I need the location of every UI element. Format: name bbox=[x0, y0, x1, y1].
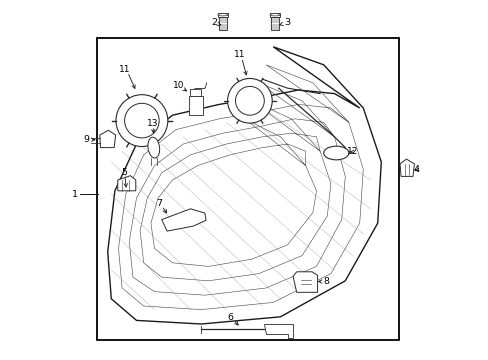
Bar bbox=[190, 89, 201, 96]
Text: 5: 5 bbox=[121, 168, 127, 177]
Text: 8: 8 bbox=[323, 277, 329, 286]
Text: 11: 11 bbox=[119, 65, 130, 74]
Polygon shape bbox=[162, 209, 205, 231]
Bar bbox=[219, 17, 226, 30]
FancyBboxPatch shape bbox=[97, 38, 399, 340]
Text: 3: 3 bbox=[284, 18, 289, 27]
Ellipse shape bbox=[269, 14, 280, 16]
Bar bbox=[217, 13, 227, 17]
Text: 2: 2 bbox=[210, 18, 217, 27]
Bar bbox=[269, 13, 280, 17]
Text: 9: 9 bbox=[83, 135, 89, 144]
Bar bbox=[270, 17, 279, 30]
Circle shape bbox=[124, 103, 159, 138]
Text: 12: 12 bbox=[346, 148, 357, 156]
Circle shape bbox=[116, 95, 167, 147]
Text: 10: 10 bbox=[173, 81, 184, 90]
Circle shape bbox=[235, 86, 264, 115]
Text: 7: 7 bbox=[156, 199, 162, 208]
Ellipse shape bbox=[323, 146, 348, 160]
Polygon shape bbox=[264, 324, 292, 338]
Ellipse shape bbox=[217, 14, 227, 16]
Text: 11: 11 bbox=[234, 50, 245, 59]
Text: 6: 6 bbox=[226, 313, 233, 322]
Text: 13: 13 bbox=[147, 118, 158, 127]
Polygon shape bbox=[100, 130, 115, 148]
Circle shape bbox=[227, 78, 272, 123]
Polygon shape bbox=[292, 272, 317, 292]
Ellipse shape bbox=[147, 137, 160, 158]
Text: 4: 4 bbox=[413, 165, 419, 174]
Polygon shape bbox=[399, 159, 413, 176]
Text: 1: 1 bbox=[72, 190, 78, 199]
Polygon shape bbox=[118, 176, 136, 191]
Bar bbox=[188, 96, 203, 115]
Polygon shape bbox=[107, 47, 381, 324]
